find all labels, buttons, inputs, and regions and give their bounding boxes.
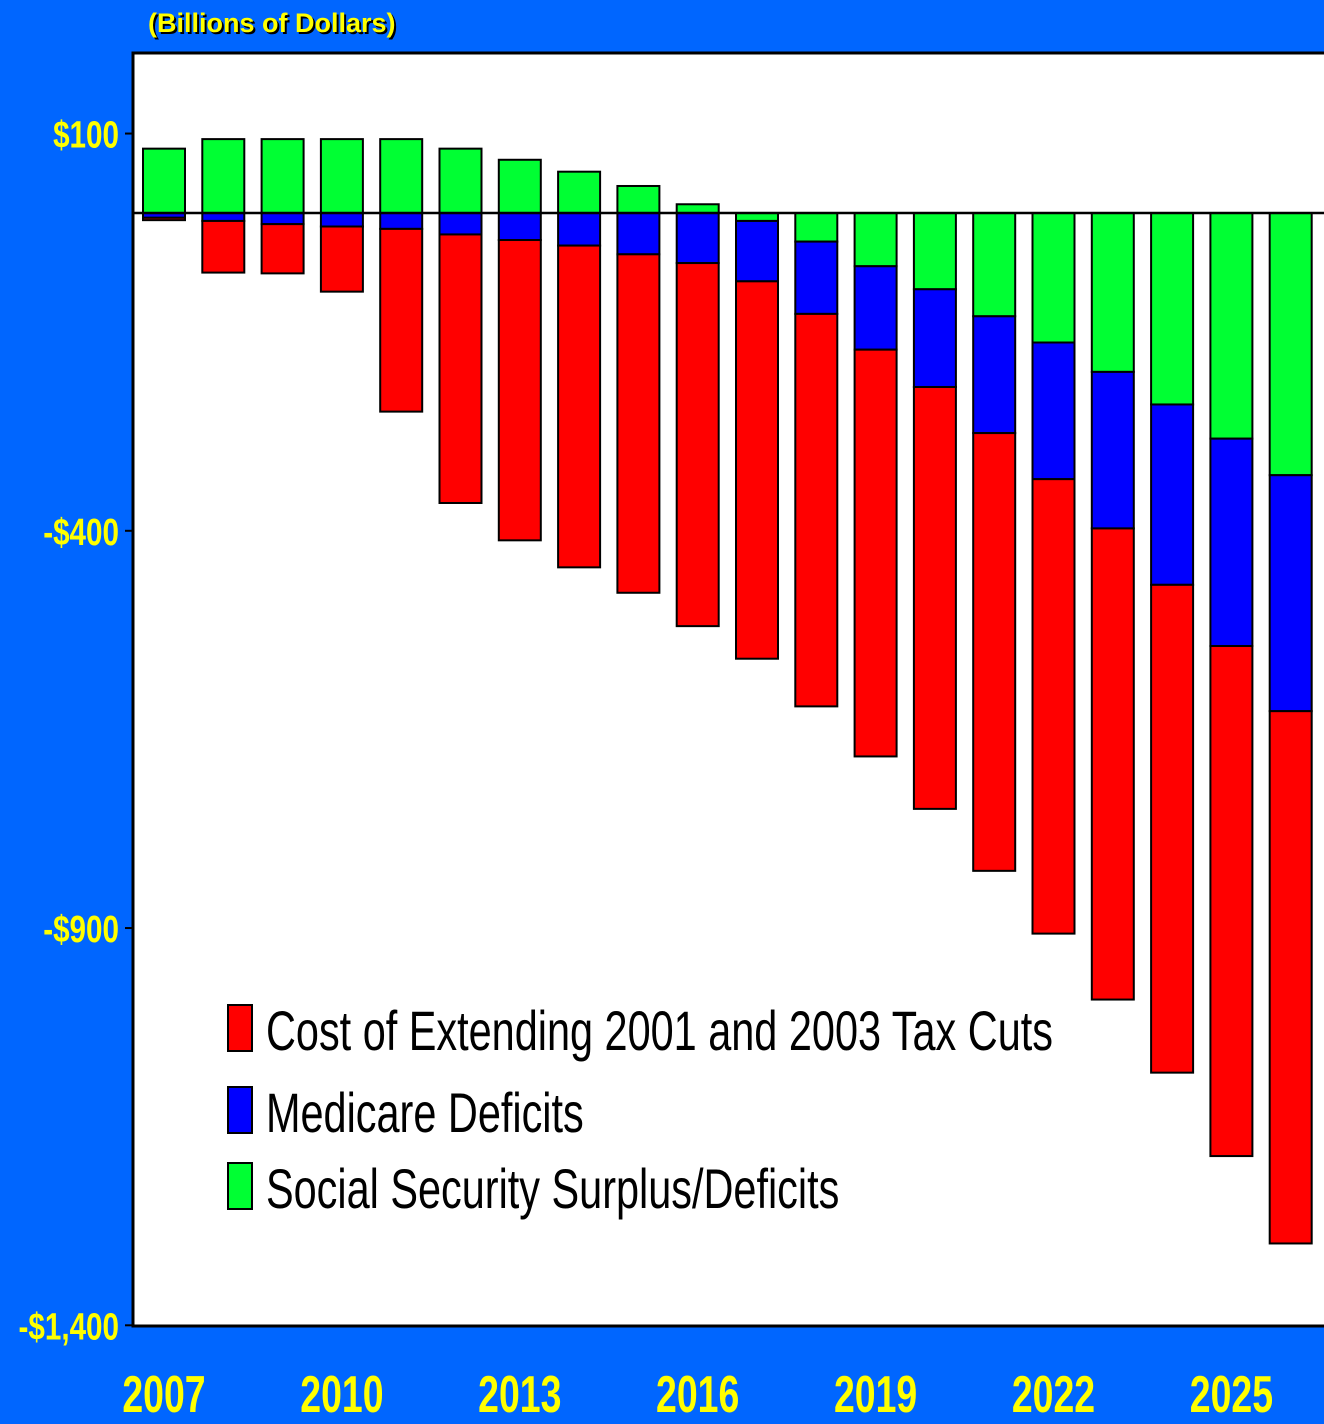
bar-medicare-deficits-2023 [1090, 370, 1135, 530]
y-tick-label: -$1,400 [19, 1306, 119, 1348]
x-tick-label: 2007 [122, 1365, 205, 1424]
bar-medicare-deficits-2014 [557, 212, 602, 247]
bar-social-security-surplus-deficits-2011 [379, 138, 424, 214]
bar-social-security-surplus-deficits-2018 [794, 212, 839, 243]
bar-cost-of-extending-2001-and-2003-tax-cuts-2020 [912, 385, 957, 810]
bar-social-security-surplus-deficits-2009 [260, 138, 305, 214]
bar-medicare-deficits-2024 [1150, 403, 1195, 586]
bar-medicare-deficits-2019 [853, 265, 898, 351]
bar-cost-of-extending-2001-and-2003-tax-cuts-2014 [557, 244, 602, 569]
bar-social-security-surplus-deficits-2024 [1150, 212, 1195, 406]
bar-medicare-deficits-2017 [735, 219, 779, 283]
bar-social-security-surplus-deficits-2025 [1209, 212, 1254, 440]
bar-medicare-deficits-2016 [675, 212, 720, 265]
x-tick-label: 2019 [834, 1365, 917, 1424]
y-tick-label: -$900 [43, 909, 119, 951]
bar-social-security-surplus-deficits-2016 [675, 203, 720, 214]
x-tick-label: 2016 [656, 1365, 739, 1424]
bar-medicare-deficits-2011 [379, 212, 424, 230]
bar-social-security-surplus-deficits-2014 [557, 170, 602, 215]
chart-subtitle: (Billions of Dollars) [148, 8, 396, 38]
legend-label: Medicare Deficits [266, 1082, 584, 1145]
bar-social-security-surplus-deficits-2023 [1090, 212, 1135, 373]
x-tick-label: 2013 [478, 1365, 561, 1424]
bar-cost-of-extending-2001-and-2003-tax-cuts-2016 [675, 262, 720, 628]
bar-cost-of-extending-2001-and-2003-tax-cuts-2009 [260, 223, 305, 275]
bar-cost-of-extending-2001-and-2003-tax-cuts-2008 [201, 219, 246, 274]
bar-cost-of-extending-2001-and-2003-tax-cuts-2024 [1150, 583, 1195, 1074]
bar-medicare-deficits-2021 [972, 315, 1017, 435]
bar-medicare-deficits-2018 [794, 240, 839, 315]
x-tick-label: 2022 [1012, 1365, 1095, 1424]
bar-cost-of-extending-2001-and-2003-tax-cuts-2022 [1031, 478, 1076, 935]
bar-social-security-surplus-deficits-2015 [616, 184, 661, 214]
bar-medicare-deficits-2009 [260, 212, 305, 226]
legend-label: Cost of Extending 2001 and 2003 Tax Cuts [266, 1000, 1053, 1063]
bar-social-security-surplus-deficits-2026 [1268, 212, 1313, 477]
bar-medicare-deficits-2025 [1209, 437, 1254, 648]
bar-medicare-deficits-2020 [912, 288, 957, 388]
bar-social-security-surplus-deficits-2020 [912, 212, 957, 291]
bar-cost-of-extending-2001-and-2003-tax-cuts-2018 [794, 312, 839, 708]
bar-cost-of-extending-2001-and-2003-tax-cuts-2011 [379, 227, 424, 413]
bar-social-security-surplus-deficits-2019 [853, 212, 898, 268]
bar-cost-of-extending-2001-and-2003-tax-cuts-2017 [735, 280, 779, 660]
bar-medicare-deficits-2012 [438, 212, 483, 236]
x-tick-label: 2010 [300, 1365, 383, 1424]
bar-social-security-surplus-deficits-2012 [438, 147, 483, 214]
bar-medicare-deficits-2010 [319, 212, 364, 228]
legend-swatch [227, 1162, 253, 1210]
bar-medicare-deficits-2013 [497, 212, 542, 242]
bar-cost-of-extending-2001-and-2003-tax-cuts-2025 [1209, 645, 1254, 1158]
y-tick-label: $100 [53, 114, 119, 156]
bar-medicare-deficits-2026 [1268, 474, 1313, 713]
bar-cost-of-extending-2001-and-2003-tax-cuts-2007 [142, 216, 186, 222]
x-tick-label: 2025 [1190, 1365, 1273, 1424]
bar-social-security-surplus-deficits-2021 [972, 212, 1017, 318]
bar-cost-of-extending-2001-and-2003-tax-cuts-2010 [319, 225, 364, 293]
bar-cost-of-extending-2001-and-2003-tax-cuts-2023 [1090, 527, 1135, 1001]
bar-medicare-deficits-2022 [1031, 341, 1076, 481]
bar-social-security-surplus-deficits-2008 [201, 138, 246, 214]
bar-medicare-deficits-2015 [616, 212, 661, 256]
bar-social-security-surplus-deficits-2013 [497, 158, 542, 214]
bar-social-security-surplus-deficits-2022 [1031, 212, 1076, 344]
bar-cost-of-extending-2001-and-2003-tax-cuts-2013 [497, 239, 542, 542]
legend-label: Social Security Surplus/Deficits [266, 1158, 839, 1221]
legend-swatch [227, 1004, 253, 1052]
y-tick-label: -$400 [43, 511, 119, 553]
bar-social-security-surplus-deficits-2010 [319, 138, 364, 214]
bar-cost-of-extending-2001-and-2003-tax-cuts-2015 [616, 253, 661, 594]
bar-cost-of-extending-2001-and-2003-tax-cuts-2012 [438, 233, 483, 504]
bar-cost-of-extending-2001-and-2003-tax-cuts-2026 [1268, 710, 1313, 1245]
legend-swatch [227, 1086, 253, 1134]
bar-social-security-surplus-deficits-2007 [142, 147, 186, 214]
bar-cost-of-extending-2001-and-2003-tax-cuts-2021 [972, 432, 1017, 872]
bar-cost-of-extending-2001-and-2003-tax-cuts-2019 [853, 348, 898, 758]
